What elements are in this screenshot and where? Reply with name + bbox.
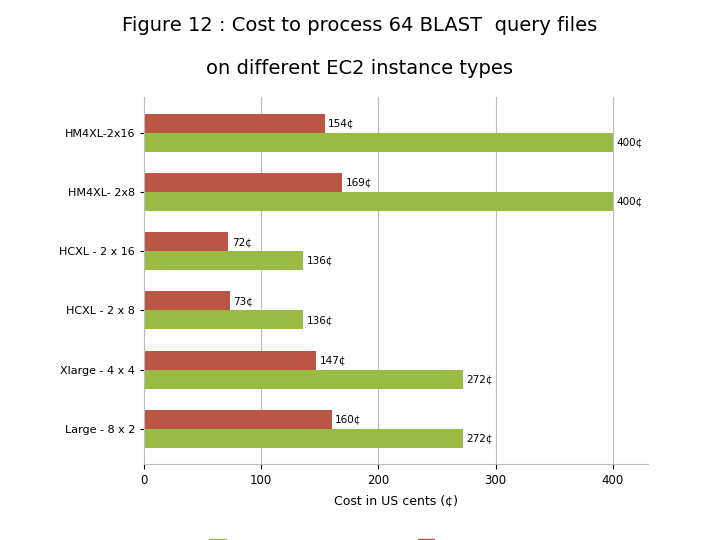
Bar bbox=[144, 429, 463, 448]
Bar bbox=[144, 292, 230, 310]
X-axis label: Cost in US cents (¢): Cost in US cents (¢) bbox=[334, 494, 458, 507]
Bar bbox=[144, 232, 228, 251]
Bar bbox=[144, 251, 303, 270]
Text: 400¢: 400¢ bbox=[616, 197, 643, 206]
Bar bbox=[144, 350, 316, 369]
Text: 73¢: 73¢ bbox=[233, 296, 253, 306]
Bar bbox=[144, 310, 303, 329]
Text: 272¢: 272¢ bbox=[467, 433, 492, 443]
Text: Figure 12 : Cost to process 64 BLAST  query files: Figure 12 : Cost to process 64 BLAST que… bbox=[122, 16, 598, 35]
Text: on different EC2 instance types: on different EC2 instance types bbox=[207, 59, 513, 78]
Bar bbox=[144, 192, 613, 211]
Text: 136¢: 136¢ bbox=[307, 255, 333, 266]
Text: 154¢: 154¢ bbox=[328, 118, 354, 129]
Text: 147¢: 147¢ bbox=[320, 355, 346, 365]
Legend: Compute Cost (per hour units), Amortized Compute Cost: Compute Cost (per hour units), Amortized… bbox=[206, 536, 586, 540]
Bar bbox=[144, 410, 331, 429]
Text: 272¢: 272¢ bbox=[467, 374, 492, 384]
Bar bbox=[144, 173, 342, 192]
Text: 400¢: 400¢ bbox=[616, 137, 643, 147]
Bar bbox=[144, 369, 463, 388]
Text: 72¢: 72¢ bbox=[232, 237, 252, 247]
Bar bbox=[144, 114, 325, 133]
Text: 160¢: 160¢ bbox=[335, 414, 361, 424]
Bar bbox=[144, 133, 613, 152]
Text: 136¢: 136¢ bbox=[307, 315, 333, 325]
Text: 169¢: 169¢ bbox=[346, 178, 372, 187]
